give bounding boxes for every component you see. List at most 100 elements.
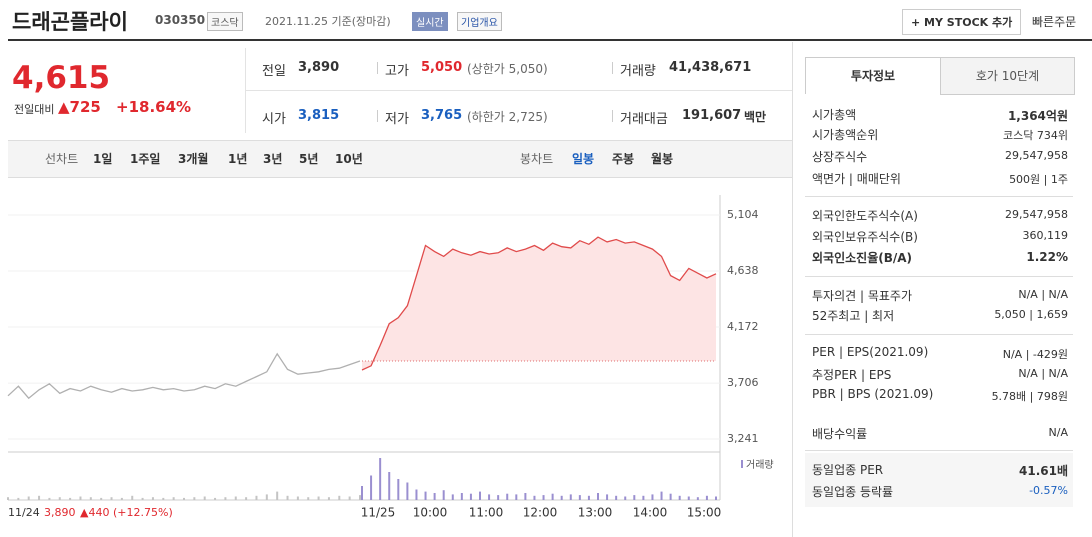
volume-bar — [542, 495, 545, 500]
volume-bar — [48, 497, 51, 500]
overview-button[interactable]: 기업개요 — [457, 12, 502, 31]
volume-bar — [415, 489, 418, 500]
chart-tab[interactable]: 3년 — [263, 152, 283, 166]
volume-bar — [569, 494, 572, 500]
volume-bar — [348, 496, 351, 500]
volume-bar — [151, 497, 154, 500]
info-label: 외국인소진율(B/A) — [812, 251, 913, 265]
divider — [805, 196, 1073, 197]
volume-bar — [131, 495, 134, 500]
volume-label: 거래량 — [746, 459, 774, 471]
volume-bar — [27, 496, 30, 500]
volume-bar — [361, 486, 363, 500]
volume-bar — [172, 497, 175, 500]
stat-label: 전일 — [262, 64, 286, 79]
volume-bar — [203, 496, 206, 500]
stat-label: 저가 — [385, 112, 409, 127]
stat-label: 시가 — [262, 112, 286, 127]
market-badge: 코스닥 — [207, 12, 243, 31]
volume-bar — [433, 493, 436, 500]
volume-bar — [58, 497, 61, 500]
quick-order[interactable]: 빠른주문 — [1032, 15, 1077, 29]
volume-bar — [533, 495, 536, 500]
info-label: 동일업종 등락률 — [812, 485, 894, 499]
info-value: 500원 | 1주 — [1009, 173, 1068, 186]
volume-bar — [79, 496, 82, 500]
separator — [377, 110, 378, 122]
price: 4,615 — [12, 60, 111, 96]
x-tick-label: 14:00 — [633, 506, 668, 520]
stat-sub: (하한가 2,725) — [467, 110, 548, 124]
volume-bar — [234, 496, 237, 500]
stat-label: 거래량 — [620, 64, 656, 79]
volume-bar — [296, 496, 299, 500]
volume-bar — [451, 494, 454, 500]
info-label: PBR | BPS (2021.09) — [812, 387, 934, 401]
chart-tab[interactable]: 1일 — [93, 152, 113, 166]
volume-bar — [624, 496, 627, 500]
price-line — [7, 352, 361, 400]
volume-bar — [488, 494, 491, 500]
chart-tab[interactable]: 5년 — [299, 152, 319, 166]
volume-bar — [370, 475, 373, 500]
x-tick-label: 12:00 — [523, 506, 558, 520]
divider — [805, 276, 1073, 277]
mystock-button[interactable]: + MY STOCK 추가 — [902, 9, 1022, 35]
info-label: PER | EPS(2021.09) — [812, 345, 929, 359]
separator — [377, 62, 378, 74]
volume-bar — [615, 495, 618, 500]
x-tick-label: 10:00 — [413, 506, 448, 520]
info-label: 추정PER | EPS — [812, 368, 892, 382]
stat-label: 거래대금 — [620, 112, 668, 127]
info-value: 5,050 | 1,659 — [994, 308, 1068, 321]
info-value: 1,364억원 — [1007, 109, 1068, 123]
volume-bar — [193, 497, 196, 500]
chart-tab[interactable]: 1년 — [228, 152, 248, 166]
stat-value: 5,050 — [421, 60, 463, 75]
change-label: 전일대비 — [14, 103, 55, 116]
volume-bar — [255, 495, 258, 500]
info-label: 52주최고 | 최저 — [812, 309, 895, 323]
chart-tab[interactable]: 월봉 — [651, 152, 674, 166]
chart-tab[interactable]: 주봉 — [612, 152, 635, 166]
volume-bar — [307, 497, 310, 500]
price-line — [361, 236, 717, 371]
stat-value: 3,815 — [298, 108, 340, 123]
volume-bar — [265, 494, 268, 500]
info-value: 코스닥 734위 — [1003, 129, 1068, 142]
chart-tab[interactable]: 일봉 — [572, 152, 595, 166]
divider — [805, 450, 1073, 451]
stat-unit: 백만 — [744, 110, 767, 124]
volume-bar — [162, 497, 165, 500]
separator — [612, 62, 613, 74]
info-value: N/A — [1048, 426, 1068, 439]
chart-tab[interactable]: 10년 — [335, 152, 363, 166]
chart: 5,104 4,638 4,172 3,706 3,241 거래량 11/25 10:00 11… — [7, 195, 774, 520]
separator — [612, 110, 613, 122]
realtime-badge[interactable]: 실시간 — [412, 12, 448, 31]
y-tick-label: 4,638 — [727, 264, 759, 277]
y-tick-label: 3,241 — [727, 432, 759, 445]
volume-bar — [551, 493, 554, 500]
chart-tab[interactable]: 3개월 — [178, 152, 209, 166]
volume-bar — [460, 493, 463, 500]
divider — [245, 90, 792, 91]
chart-tab[interactable]: 1주일 — [130, 152, 161, 166]
info-value: 29,547,958 — [1005, 149, 1068, 162]
volume-bar — [479, 491, 481, 500]
volume-bar — [587, 495, 590, 500]
info-value: N/A | N/A — [1018, 288, 1068, 301]
footer-date: 11/24 — [8, 506, 40, 519]
info-value: -0.57% — [1029, 484, 1068, 497]
stat-value: 191,607 — [682, 108, 742, 123]
info-label: 상장주식수 — [812, 150, 868, 164]
volume-bar — [660, 491, 663, 500]
info-value: 41.61배 — [1019, 464, 1068, 478]
volume-bar — [669, 493, 672, 500]
info-tab[interactable]: 투자정보 — [805, 57, 941, 94]
tab-bar — [8, 140, 792, 178]
volume-bar — [506, 493, 509, 500]
y-tick-label: 4,172 — [727, 320, 759, 333]
info-tab[interactable]: 호가 10단계 — [940, 57, 1075, 95]
info-label: 시가총액순위 — [812, 128, 879, 142]
